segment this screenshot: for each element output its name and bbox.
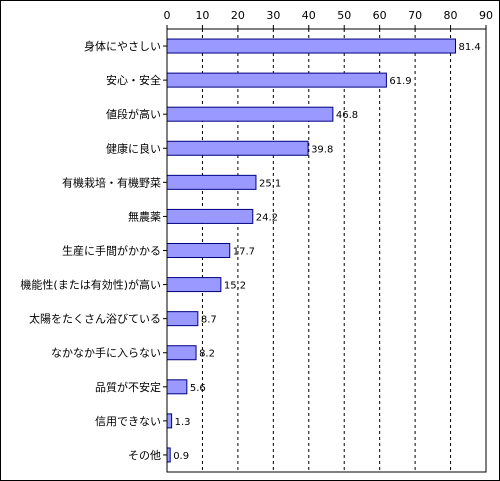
category-label: 無農薬	[128, 209, 161, 223]
bars	[166, 38, 457, 463]
category-label: 信用できない	[95, 415, 161, 428]
value-label: 8.7	[201, 315, 217, 326]
x-tick-label: 30	[266, 9, 280, 22]
category-label: 品質が不安定	[95, 380, 161, 394]
value-label: 17.7	[233, 247, 255, 258]
value-label: 5.6	[190, 383, 206, 394]
value-label: 0.9	[173, 451, 189, 462]
bar	[166, 379, 188, 395]
category-label: 機能性(または有効性)が高い	[20, 278, 161, 292]
labels: 0 10 20 30 40 50 60 70 80 90 81.4 身体にやさしい 61.9 安心・安全 4…	[20, 9, 493, 462]
category-label: 安心・安全	[106, 73, 161, 87]
category-label: 健康に良い	[106, 141, 161, 155]
bar	[166, 72, 387, 88]
category-label: 有機栽培・有機野菜	[62, 175, 161, 189]
axes	[163, 25, 487, 473]
value-label: 61.9	[389, 76, 411, 87]
value-label: 39.8	[311, 144, 333, 155]
x-tick-label: 50	[337, 9, 351, 22]
value-label: 8.2	[199, 349, 215, 360]
value-label: 46.8	[336, 110, 358, 121]
bar	[166, 243, 231, 258]
value-label: 1.3	[175, 417, 191, 428]
category-label: なかなか手に入らない	[51, 346, 161, 360]
bar	[166, 174, 257, 190]
x-tick-label: 40	[302, 9, 316, 22]
x-tick-label: 70	[408, 9, 422, 22]
category-label: 値段が高い	[106, 107, 161, 121]
x-tick-label: 0	[164, 9, 171, 22]
value-label: 25.1	[259, 178, 281, 189]
x-tick-label: 10	[195, 9, 209, 22]
bar	[166, 345, 197, 361]
category-label: その他	[128, 449, 161, 462]
x-tick-label: 60	[373, 9, 387, 22]
category-label: 生産に手間がかかる	[62, 244, 161, 258]
bar	[166, 208, 254, 224]
bar	[166, 38, 457, 54]
category-label: 身体にやさしい	[84, 39, 161, 53]
value-label: 15.2	[224, 281, 246, 292]
bar	[166, 277, 222, 293]
bar	[166, 106, 334, 122]
x-tick-label: 90	[479, 9, 493, 22]
bar	[166, 413, 173, 429]
category-label: 太陽をたくさん浴びている	[29, 313, 161, 326]
bar	[166, 140, 309, 156]
value-label: 24.2	[256, 212, 278, 223]
bar	[166, 311, 199, 327]
x-tick-label: 20	[231, 9, 245, 22]
value-label: 81.4	[459, 42, 481, 53]
x-tick-label: 80	[444, 9, 458, 22]
